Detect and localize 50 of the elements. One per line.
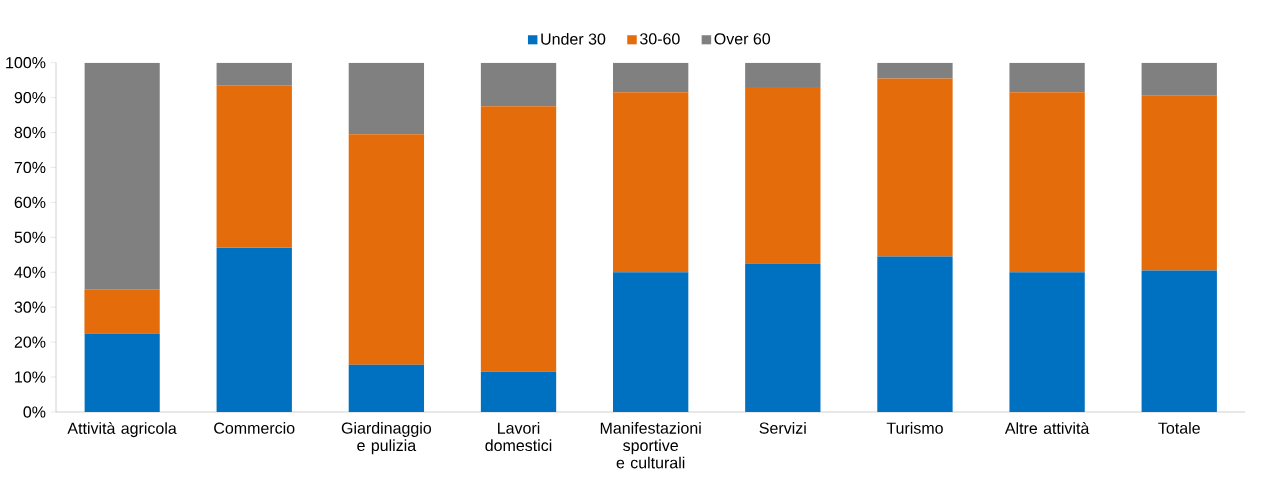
legend-label: 30-60 [640, 33, 680, 45]
bar [613, 272, 689, 412]
bar [877, 62, 953, 79]
y-tick-label: 20% [14, 336, 46, 348]
y-tick-label: 30% [14, 301, 46, 313]
bar [480, 62, 557, 107]
y-tick-label: 60% [14, 196, 46, 209]
y-tick-label: 50% [14, 231, 46, 243]
x-tick-label: Giardinaggio e pulizia [341, 422, 432, 455]
x-tick-label: Manifestazioni sportive e culturali [600, 422, 701, 469]
bar [745, 62, 821, 88]
bar [348, 62, 425, 135]
legend-label: Under 30 [541, 33, 606, 45]
bar [84, 289, 160, 334]
bar [84, 333, 160, 412]
bar [745, 263, 821, 412]
bar [348, 134, 425, 365]
bar [480, 371, 557, 412]
bar [480, 106, 557, 372]
bar [1009, 272, 1085, 412]
bar [216, 85, 292, 248]
y-tick-label: 80% [14, 126, 46, 139]
x-tick-label: Servizi [759, 422, 806, 434]
y-tick-label: 70% [14, 161, 46, 174]
bar [613, 62, 689, 93]
legend-label: Over 60 [714, 33, 771, 45]
bar [1009, 92, 1085, 273]
y-tick-label: 0% [23, 406, 46, 418]
bar [216, 247, 292, 412]
y-tick-label: 40% [14, 266, 46, 278]
bar [1009, 62, 1085, 93]
bar [348, 364, 425, 412]
bar [1141, 270, 1217, 412]
x-tick-label: Commercio [214, 422, 295, 434]
x-tick-label: Totale [1158, 422, 1200, 434]
bar [1141, 62, 1217, 96]
x-tick-label: Lavori domestici [485, 422, 552, 452]
y-tick-label: 10% [15, 371, 46, 383]
bar [745, 87, 821, 264]
y-tick-label: 100% [6, 57, 46, 69]
bar [84, 62, 160, 290]
bar [877, 78, 953, 257]
bar [1141, 95, 1217, 271]
bar [613, 92, 689, 273]
y-tick-label: 90% [14, 91, 46, 104]
x-tick-label: Attività agricola [67, 422, 177, 438]
bar [877, 256, 953, 412]
bar [216, 62, 292, 86]
x-tick-label: Altre attività [1004, 422, 1090, 434]
x-tick-label: Turismo [886, 422, 943, 434]
